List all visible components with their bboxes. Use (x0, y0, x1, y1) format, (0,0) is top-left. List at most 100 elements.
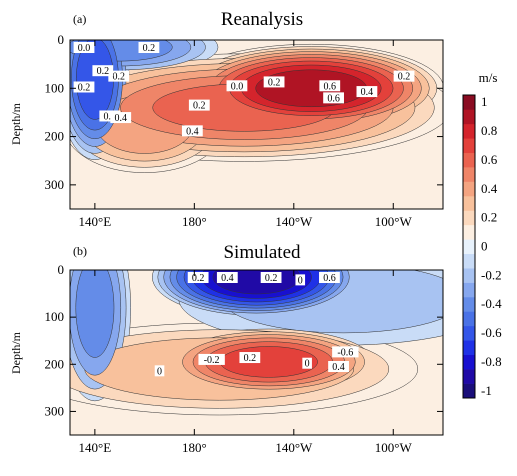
panel-a-ytick-label-2: 200 (45, 129, 65, 144)
panel-b-contour-label-5: 0 (157, 366, 162, 377)
panel-a-contours: 0.20.00.40.2 0.60.80.60.20.40.40.20.20.20… (70, 40, 443, 173)
colorbar-swatch-20 (463, 95, 475, 110)
panel-a-contour-label-10: 0.2 (112, 72, 125, 83)
panel-a-field: 0.20.00.40.2 0.60.80.60.20.40.40.20.20.20… (70, 40, 443, 209)
colorbar: m/s 1 0.8 0.6 0.4 0.2 0 -0.2 -0.4 -0.6 -0.8 -1 (462, 70, 502, 399)
panel-a-ytick-label-3: 300 (45, 177, 65, 192)
panel-a-ylabel: Depth/m (9, 102, 23, 145)
colorbar-swatch-3 (463, 340, 475, 356)
panel-b-field: -0.6 -0.2 0 0.2 0.4 0 0.6 0.2 0 0.4 0.2 (70, 270, 443, 435)
colorbar-frame (462, 94, 476, 399)
panel-b-contour-label-1: -0.2 (204, 355, 220, 366)
colorbar-swatch-12 (463, 210, 475, 226)
panel-b-title: Simulated (223, 242, 301, 263)
colorbar-swatch-13 (463, 196, 475, 211)
panel-a-contour-label-12: 0.2 (97, 66, 110, 77)
panel-b-contour-label-bg-2 (302, 357, 312, 369)
colorbar-swatch-10 (463, 239, 475, 255)
panel-a-contour-label-11: 0.2 (78, 82, 91, 93)
panel-a-contour-label-bg-9 (110, 112, 132, 124)
panel-b-ytick-label-2: 200 (45, 356, 65, 371)
colorbar-tick-label-4: 0.2 (481, 210, 497, 225)
panel-b-label: (b) (73, 244, 87, 258)
panel-b-xtick-label-2: 140°W (275, 440, 313, 455)
panel-a-contour-label-bg-4 (319, 80, 341, 92)
panel-a-contour-label-bg-2 (356, 86, 378, 98)
colorbar-swatch-5 (463, 311, 475, 327)
colorbar-tick-label-1: 0.8 (481, 123, 497, 138)
panel-a-frame (69, 39, 444, 210)
colorbar-swatch-15 (463, 167, 475, 182)
panel-a-contour-label-6: 0.6 (327, 93, 340, 104)
panel-b-xtick-label-0: 140°E (79, 440, 112, 455)
panel-a-contour-label-bg-14 (138, 42, 160, 53)
panel-b-xtick-label-1: 180° (182, 440, 207, 455)
colorbar-swatch-2 (463, 354, 475, 370)
colorbar-swatch-16 (463, 152, 475, 168)
colorbar-tick-label-5: 0 (481, 239, 488, 254)
panel-a: (a) Reanalysis 0.20.00.40.2 0.60.80.60.20… (9, 9, 444, 229)
panel-b-ticks: 140°E 180° 140°W 100°W 0 100 200 300 (45, 262, 443, 455)
panel-a-xtick-label-3: 100°W (375, 214, 413, 229)
panel-a-contour-label-1: 0.0 (231, 81, 244, 92)
panel-b-contour-label-bg-9 (216, 272, 238, 283)
panel-a-ticks: 140°E 180° 140°W 100°W 0 100 200 300 (45, 32, 443, 229)
panel-b-contour-label-8: 0 (298, 275, 303, 286)
colorbar-tick-label-9: -0.8 (481, 354, 502, 369)
panel-b-contour-label-bg-6 (319, 272, 340, 283)
panel-b-contour-label-9: 0.4 (221, 273, 234, 284)
colorbar-ticks: 1 0.8 0.6 0.4 0.2 0 -0.2 -0.4 -0.6 -0.8 -1 (481, 94, 502, 398)
colorbar-swatch-4 (463, 325, 475, 341)
panel-a-contour-label-4: 0.6 (324, 81, 337, 92)
panel-a-contour-label-bg-7 (188, 99, 210, 111)
panel-a-title: Reanalysis (221, 9, 303, 30)
panel-a-xtick-label-2: 140°W (275, 214, 313, 229)
panel-b-contour-label-0: -0.6 (337, 347, 353, 358)
colorbar-swatches (462, 94, 476, 399)
panel-b-xtick-label-3: 100°W (375, 440, 413, 455)
panel-a-label: (a) (73, 12, 86, 26)
panel-b-contour-label-4: 0.4 (332, 362, 345, 373)
panel-a-contour-label-bg-10 (108, 70, 130, 82)
panel-a-contour-label-bg-8 (181, 125, 203, 137)
colorbar-tick-label-2: 0.6 (481, 152, 498, 167)
panel-b-contour-label-7: 0.2 (192, 273, 205, 284)
colorbar-swatch-14 (463, 181, 475, 197)
panel-b-ytick-label-1: 100 (45, 309, 65, 324)
colorbar-swatch-18 (463, 123, 475, 139)
panel-b-contour-label-bg-5 (154, 365, 165, 377)
panel-a-contour-label-bg-11 (73, 81, 95, 93)
panel-b-contour-label-bg-7 (187, 272, 209, 283)
panel-a-contour-label-5: 0.8 (104, 111, 117, 122)
panel-a-xtick-label-1: 180° (182, 214, 207, 229)
panel-b-contour-label-10: 0.2 (265, 273, 278, 284)
panel-a-contour-label-2: 0.4 (361, 87, 374, 98)
panel-a-contour-label-bg-13 (73, 42, 95, 53)
colorbar-swatch-8 (463, 268, 475, 283)
colorbar-swatch-19 (463, 109, 475, 125)
colorbar-swatch-7 (463, 282, 475, 298)
panel-a-contour-label-0: 0.2 (398, 72, 411, 83)
panel-b-contour-label-6: 0.6 (323, 273, 336, 284)
panel-b-ytick-label-3: 300 (45, 403, 65, 418)
colorbar-tick-label-8: -0.6 (481, 325, 502, 340)
panel-b-contour-label-bg-4 (328, 361, 349, 372)
panel-a-xtick-label-0: 140°E (79, 214, 112, 229)
colorbar-tick-label-7: -0.4 (481, 296, 502, 311)
panel-a-contour-label-bg-0 (393, 70, 415, 82)
panel-a-ytick-label-0: 0 (58, 32, 65, 47)
panel-b-ytick-label-0: 0 (58, 262, 65, 277)
colorbar-tick-label-3: 0.4 (481, 181, 498, 196)
panel-b-contour-label-bg-10 (260, 272, 282, 283)
panel-b: (b) Simulated -0.6 -0.2 0 0.2 0.4 0 0.6 0.2 0 0.4… (9, 242, 444, 455)
colorbar-tick-label-10: -1 (481, 383, 492, 398)
panel-b-contour-label-bg-1 (198, 353, 225, 365)
panel-a-ytick-label-1: 100 (45, 80, 65, 95)
panel-a-contour-label-7: 0.2 (193, 101, 206, 112)
panel-b-contour-label-bg-0 (332, 346, 359, 358)
colorbar-swatch-9 (463, 253, 475, 269)
panel-b-contour-label-2: 0 (305, 359, 310, 370)
panel-a-contour-label-3: 0.2 (268, 77, 281, 88)
panel-b-frame (69, 269, 444, 436)
colorbar-swatch-0 (463, 383, 475, 399)
